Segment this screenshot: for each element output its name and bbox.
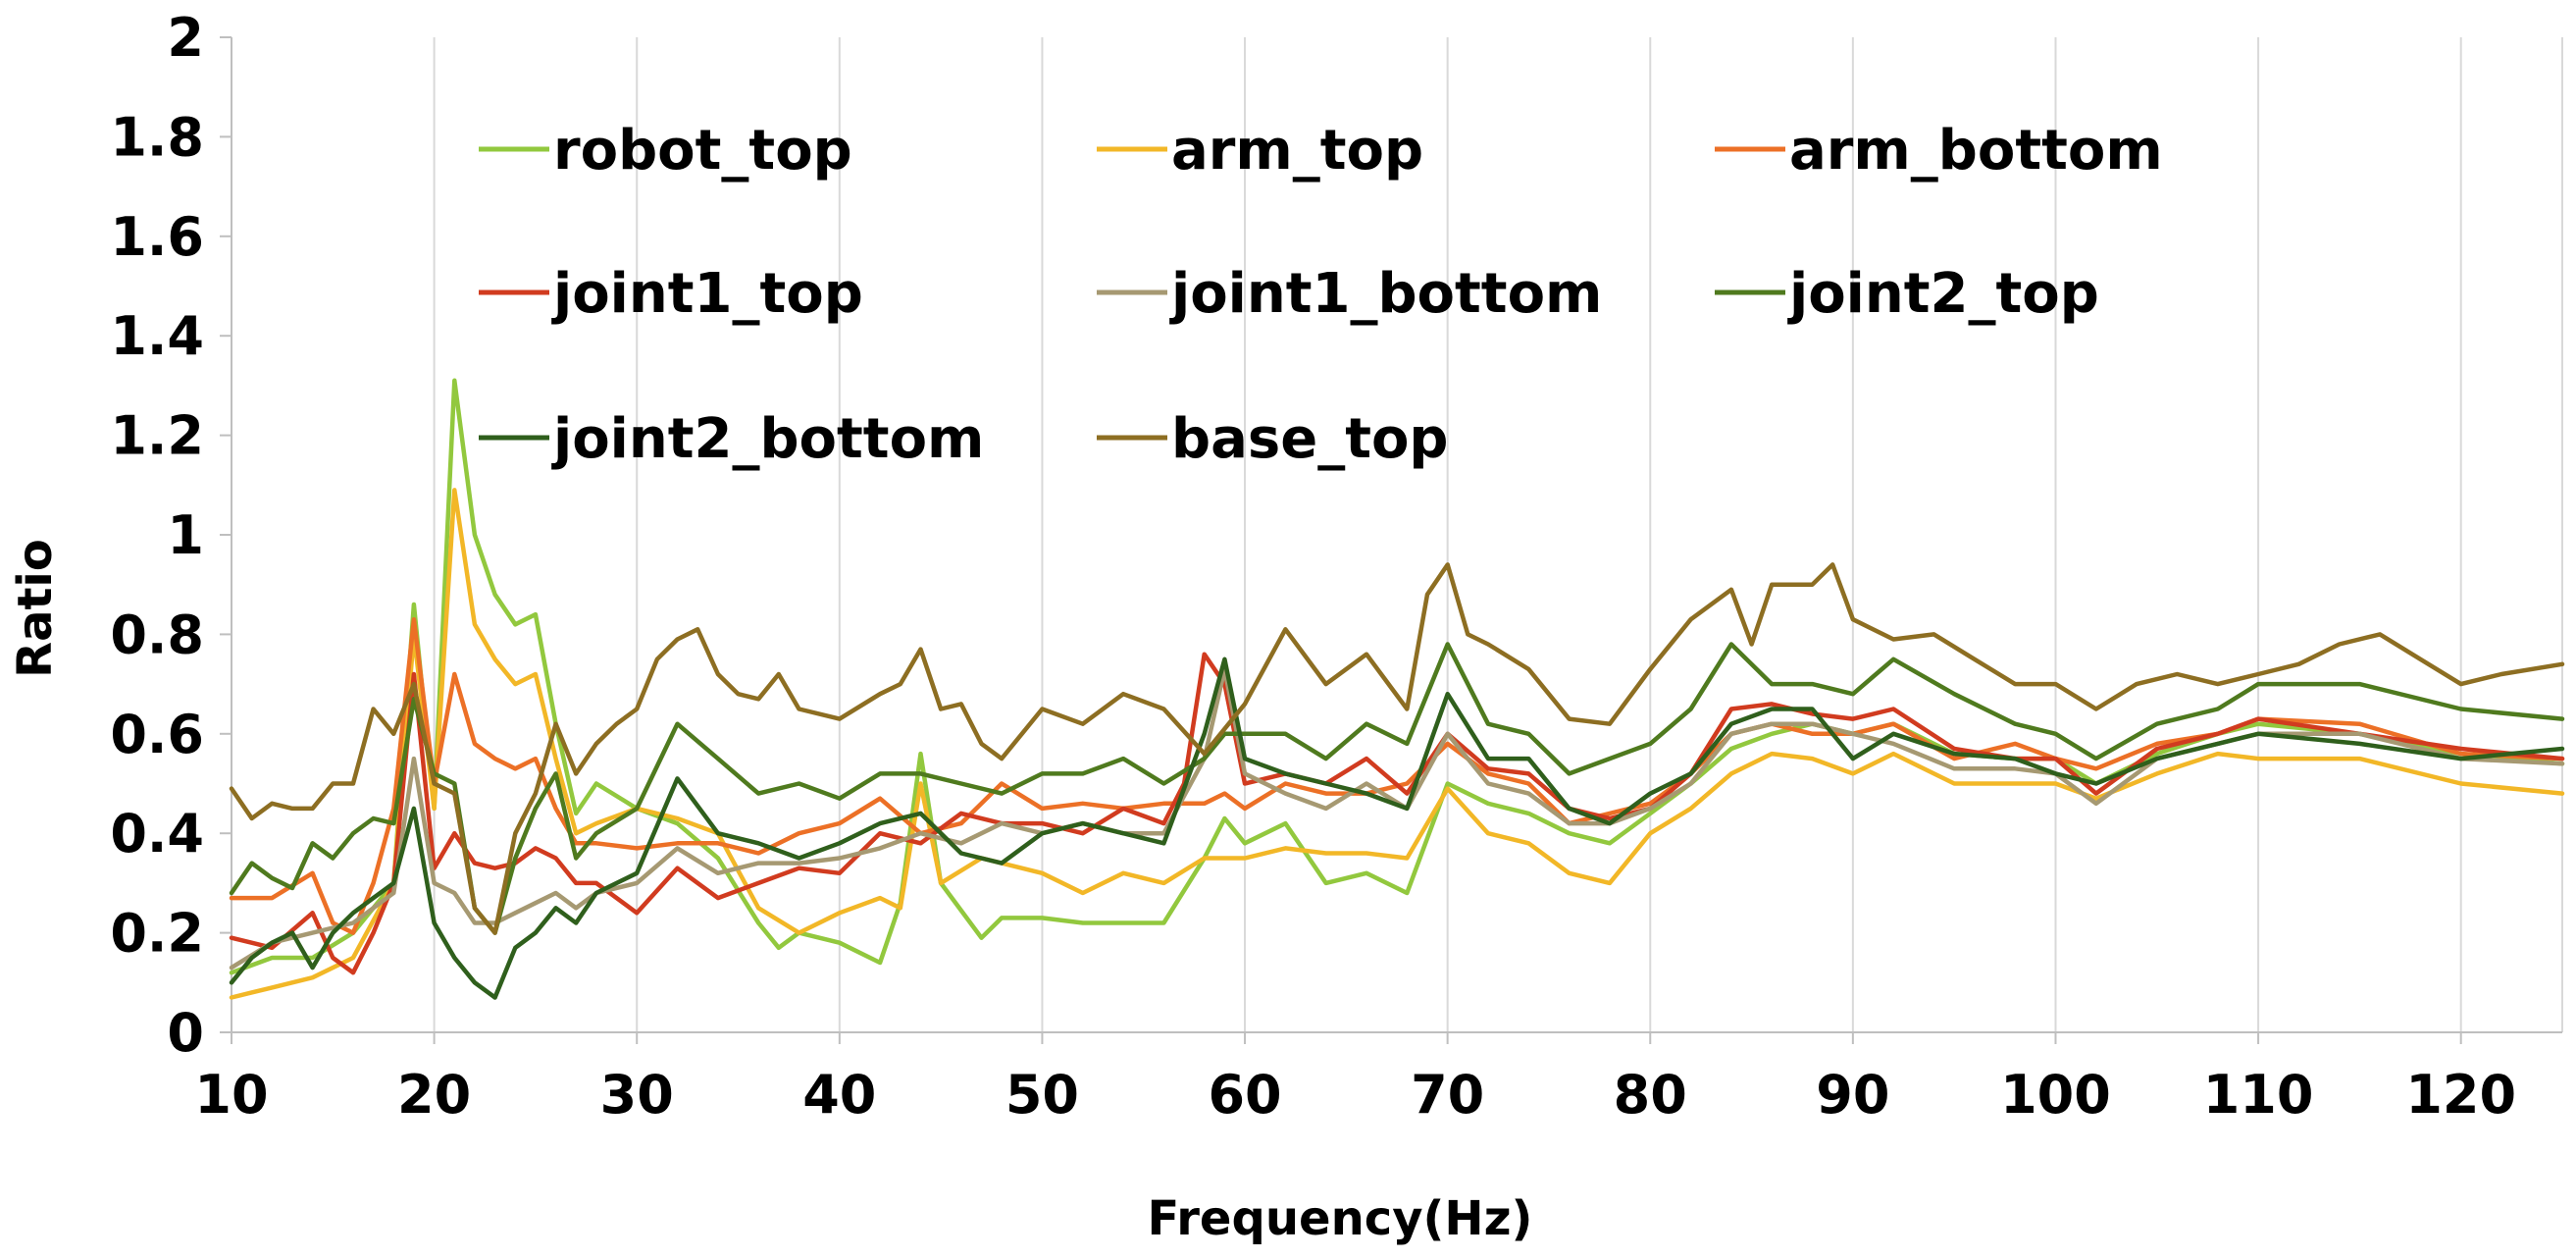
y-tick-label: 0.4 <box>110 803 204 865</box>
legend-item-arm-top: arm_top <box>1097 119 1423 183</box>
legend-item-joint2-bottom: joint2_bottom <box>479 407 984 471</box>
series-line-base-top <box>229 562 2565 935</box>
legend-label: joint2_bottom <box>551 407 984 471</box>
legend-label: arm_top <box>1171 119 1423 183</box>
grid-lines <box>231 37 2563 1032</box>
x-tick-label: 120 <box>2405 1064 2516 1126</box>
series-lines <box>229 378 2565 1000</box>
legend-item-joint1-top: joint1_top <box>479 262 863 326</box>
series-line-joint2-bottom <box>229 656 2565 1000</box>
series-line-arm-top <box>229 488 2565 1000</box>
x-tick-label: 20 <box>397 1064 471 1126</box>
y-tick-label: 1.4 <box>110 305 204 367</box>
x-tick-label: 80 <box>1614 1064 1687 1126</box>
legend-label: base_top <box>1171 407 1449 471</box>
x-tick-label: 100 <box>2000 1064 2111 1126</box>
y-tick-label: 0 <box>167 1002 204 1064</box>
series-line-arm-bottom <box>229 616 2565 935</box>
legend-item-joint2-top: joint2_top <box>1715 262 2099 326</box>
series-line-joint2-top <box>229 642 2565 935</box>
legend-item-robot-top: robot_top <box>479 119 852 183</box>
y-tick-label: 0.8 <box>110 604 204 665</box>
legend-label: arm_bottom <box>1789 119 2163 183</box>
x-tick-label: 10 <box>194 1064 268 1126</box>
x-tick-label: 30 <box>600 1064 674 1126</box>
y-tick-label: 0.2 <box>110 903 204 965</box>
series-line-joint1-bottom <box>229 666 2565 971</box>
x-tick-label: 70 <box>1411 1064 1484 1126</box>
x-tick-label: 110 <box>2203 1064 2314 1126</box>
x-tick-label: 60 <box>1208 1064 1281 1126</box>
y-tick-label: 1.6 <box>110 206 204 268</box>
legend-item-base-top: base_top <box>1097 407 1449 471</box>
y-tick-label: 1 <box>167 504 204 566</box>
y-axis-title: Ratio <box>8 539 63 678</box>
legend-item-arm-bottom: arm_bottom <box>1715 119 2163 183</box>
axes: 0 0.2 0.4 0.6 0.8 1 1.2 1.4 1.6 1.8 2 10 20 30 40 50 60 7… <box>110 7 2562 1126</box>
y-tick-label: 2 <box>167 7 204 69</box>
legend-item-joint1-bottom: joint1_bottom <box>1097 262 1602 326</box>
y-tick-label: 0.6 <box>110 704 204 765</box>
legend-label: joint1_top <box>551 262 863 326</box>
x-tick-label: 40 <box>802 1064 876 1126</box>
y-tick-label: 1.8 <box>110 106 204 168</box>
x-tick-label: 90 <box>1816 1064 1889 1126</box>
legend-label: joint2_top <box>1787 262 2099 326</box>
series-line-joint1-top <box>229 652 2565 975</box>
legend-label: robot_top <box>553 119 852 183</box>
x-axis-title: Frequency(Hz) <box>1148 1191 1533 1246</box>
x-tick-label: 50 <box>1005 1064 1079 1126</box>
legend-label: joint1_bottom <box>1169 262 1602 326</box>
y-tick-label: 1.2 <box>110 405 204 467</box>
